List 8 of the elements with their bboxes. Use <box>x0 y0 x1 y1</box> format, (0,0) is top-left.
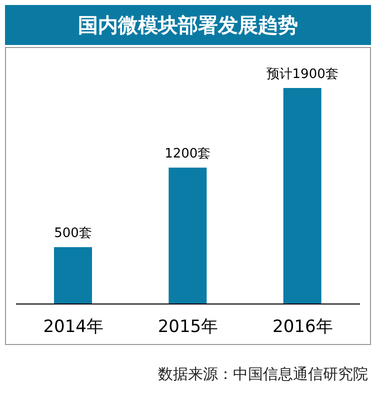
data-label: 500套 <box>54 226 92 242</box>
x-tick-label: 2016年 <box>272 317 333 338</box>
data-label: 预计1900套 <box>266 67 338 82</box>
x-tick-label: 2015年 <box>158 317 218 338</box>
chart-title: 国内微模块部署发展趋势 <box>5 5 371 45</box>
source-note: 数据来源：中国信息通信研究院 <box>158 365 368 384</box>
data-label: 1200套 <box>164 146 211 162</box>
x-tick-label: 2014年 <box>43 317 104 338</box>
